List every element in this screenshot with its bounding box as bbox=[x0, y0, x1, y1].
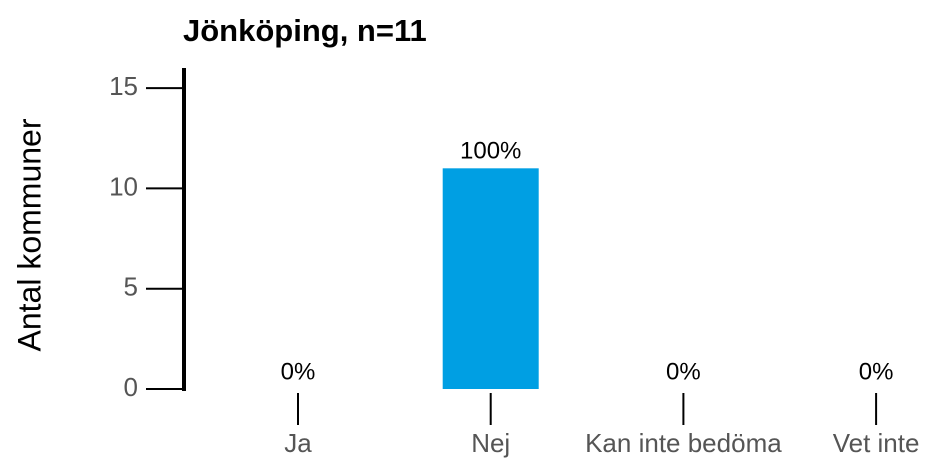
x-tick-label: Nej bbox=[471, 428, 510, 458]
x-tick-label: Vet inte bbox=[833, 428, 920, 458]
value-label: 0% bbox=[859, 358, 894, 385]
y-tick-label: 0 bbox=[124, 372, 138, 402]
y-axis-label: Antal kommuner bbox=[11, 118, 47, 351]
value-label: 0% bbox=[281, 358, 316, 385]
y-tick-label: 15 bbox=[109, 71, 138, 101]
x-tick-label: Kan inte bedöma bbox=[585, 428, 782, 458]
y-tick-label: 10 bbox=[109, 171, 138, 201]
chart-title: Jönköping, n=11 bbox=[183, 13, 427, 48]
x-tick-label: Ja bbox=[284, 428, 312, 458]
value-label: 0% bbox=[666, 358, 701, 385]
y-tick-label: 5 bbox=[124, 272, 138, 302]
value-label: 100% bbox=[460, 138, 521, 165]
bar bbox=[442, 168, 539, 389]
